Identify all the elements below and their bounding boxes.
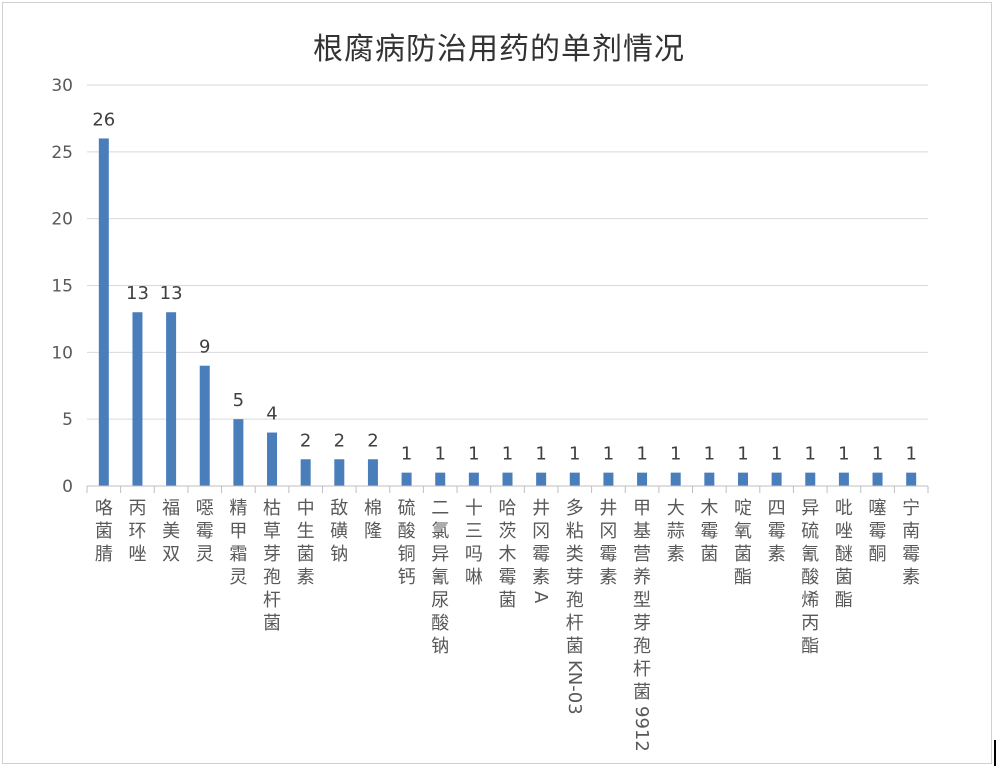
x-category-label-part: A [530,591,551,604]
data-label: 1 [401,444,412,465]
x-category-label: 异硫氰酸烯丙酯 [801,498,819,657]
y-tick-label: 0 [62,477,73,497]
chart-title: 根腐病防治用药的单剂情况 [313,32,685,67]
bar [670,472,681,486]
data-label: 5 [233,390,244,411]
x-category-label: 哈茨木霉菌 [499,498,517,611]
data-label: 26 [92,109,115,130]
data-label: 1 [872,444,883,465]
bar [435,472,446,486]
x-category-label: 噻霉酮 [869,498,887,565]
bar [502,472,513,486]
bars [98,138,917,486]
bar [166,312,177,486]
y-tick-label: 25 [51,143,73,163]
bar [98,138,109,486]
x-category-label: 硫酸铜钙 [398,498,416,588]
bar [267,432,278,486]
gridlines [87,84,928,420]
x-axis-categories: 咯菌腈丙环唑福美双噁霉灵精甲霜灵枯草芽孢杆菌中生菌素敌磺钠棉隆硫酸铜钙二氯异氰尿… [95,498,920,752]
bar [637,472,648,486]
data-label: 2 [334,430,345,451]
data-label: 1 [771,444,782,465]
x-category-label: 丙环唑 [128,498,146,565]
data-label: 2 [300,430,311,451]
data-label: 1 [569,444,580,465]
data-label: 1 [670,444,681,465]
x-category-label: 十三吗啉 [465,498,483,588]
x-category-label: 福美双 [162,498,180,565]
data-label: 1 [704,444,715,465]
data-label: 1 [737,444,748,465]
data-label: 4 [266,404,277,425]
bar [805,472,816,486]
x-category-label: 宁南霉素 [902,498,920,588]
x-category-label: 吡唑醚菌酯 [835,498,853,611]
x-category-label: 噁霉灵 [196,498,214,565]
bar [872,472,883,486]
x-category-label: 二氯异氰尿酸钠 [431,498,449,657]
data-labels: 26 13 13 9 5 4 2 2 2 1 1 1 1 1 1 1 1 1 1 1 1 1 1 1 1 [92,109,917,464]
data-label: 13 [160,283,183,304]
data-label: 2 [367,430,378,451]
x-category-label: 中生菌素 [297,498,315,588]
x-category-label-part: KN-03 [564,660,585,715]
bar [906,472,917,486]
bar [603,472,614,486]
bar [704,472,715,486]
y-tick-label: 30 [51,76,73,96]
bar [737,472,748,486]
x-category-label: 啶氧菌酯 [734,498,752,588]
bar [536,472,547,486]
y-tick-label: 5 [62,410,73,430]
x-category-label: 棉隆 [364,498,382,542]
bar [300,459,311,486]
x-category-label: 敌磺钠 [330,498,348,565]
data-label: 9 [199,337,210,358]
x-category-label: 四霉素 [768,498,786,565]
x-category-label: 大蒜素 [667,498,685,565]
bar [468,472,479,486]
x-category-label-part: 9912 [631,706,652,752]
data-label: 1 [434,444,445,465]
x-category-label: 咯菌腈 [95,498,113,565]
bar [199,365,210,486]
data-label: 1 [603,444,614,465]
bar [771,472,782,486]
x-category-label: 甲基营养型芽孢杆菌 [633,498,651,703]
data-label: 1 [468,444,479,465]
bar [367,459,378,486]
edge-mark [994,740,996,766]
y-tick-label: 15 [51,277,73,297]
bar [838,472,849,486]
bar [569,472,580,486]
bar [334,459,345,486]
data-label: 1 [805,444,816,465]
x-category-label: 精甲霜灵 [229,498,247,588]
data-label: 13 [126,283,149,304]
data-label: 1 [838,444,849,465]
data-label: 1 [535,444,546,465]
x-category-label: 多粘类芽孢杆菌 [566,498,584,657]
bar [233,419,244,486]
bar [401,472,412,486]
y-axis-ticks: 0 5 10 15 20 25 30 [51,76,73,497]
x-category-label: 木霉菌 [700,498,718,565]
data-label: 1 [502,444,513,465]
x-category-label: 井冈霉素 [599,498,617,588]
data-label: 1 [636,444,647,465]
y-tick-label: 10 [51,343,73,363]
bar [132,312,143,486]
x-axis [86,485,929,493]
x-category-label: 枯草芽孢杆菌 [263,498,281,634]
data-label: 1 [905,444,916,465]
y-tick-label: 20 [51,210,73,230]
x-category-label: 井冈霉素 [532,498,550,588]
